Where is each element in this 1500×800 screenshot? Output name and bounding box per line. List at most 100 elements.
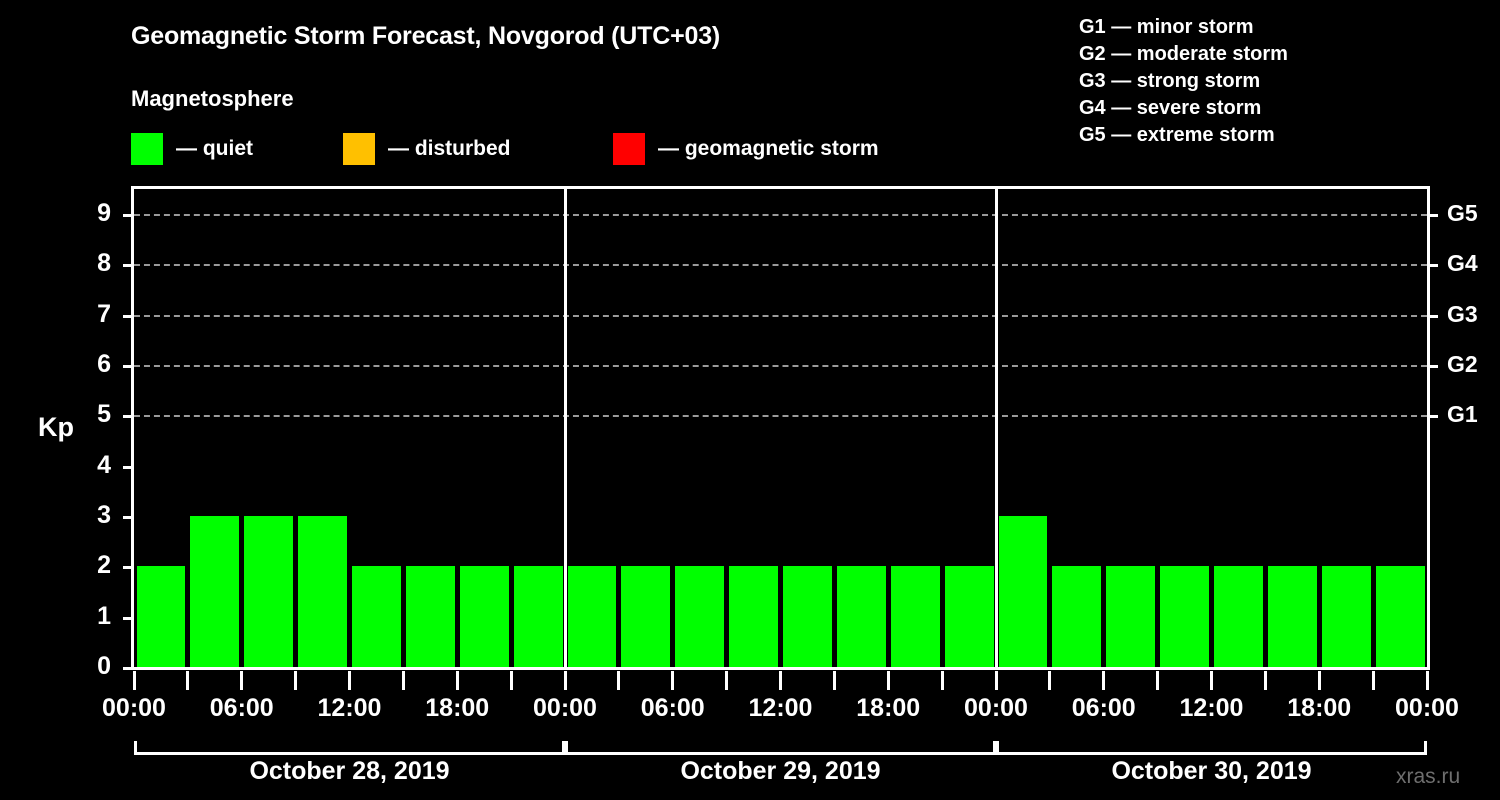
y-tick-7 [123,314,134,318]
gridline-kp-9 [134,214,1427,217]
day-divider [563,189,567,667]
x-tick [563,671,567,690]
y-axis-title: Kp [38,412,74,442]
y-axis-label: 8 [97,249,111,278]
bar [190,516,240,667]
date-label: October 28, 2019 [249,757,450,785]
x-tick [832,671,836,690]
bar [836,566,886,667]
x-tick [240,671,244,690]
bar [1052,566,1102,667]
bar [136,566,186,667]
g-tick-G4 [1427,264,1438,268]
x-tick [132,671,136,690]
y-tick-0 [123,667,134,670]
day-divider [994,189,998,667]
bar [405,566,455,667]
x-tick [1156,671,1160,690]
x-tick [1317,671,1321,690]
plot-area [123,186,1438,670]
legend-item-geomagnetic-storm: — geomagnetic storm [613,131,879,167]
g-scale-item-4: G4 — severe storm [1079,97,1262,119]
bar [1214,566,1263,667]
y-tick-3 [123,516,134,520]
y-tick-8 [123,264,134,268]
g-tick-G1 [1427,415,1438,419]
bar [621,566,671,667]
date-bracket [134,741,565,755]
x-axis-label: 12:00 [748,694,813,722]
bar [1267,566,1317,667]
gridline-kp-5 [134,415,1427,418]
y-axis-label: 3 [97,501,111,530]
y-axis-label: 1 [97,601,111,630]
x-axis-label: 12:00 [317,694,382,722]
legend-swatch-disturbed [343,133,375,165]
bar [567,566,617,667]
bar [1106,566,1156,667]
g-axis-label: G4 [1447,250,1478,277]
x-tick [509,671,513,690]
y-axis-label: 2 [97,551,111,580]
date-bracket [996,741,1427,755]
legend-label: — disturbed [388,137,511,160]
bar [1375,566,1425,667]
bar [459,566,509,667]
x-tick [886,671,890,690]
x-tick [725,671,729,690]
y-tick-5 [123,415,134,419]
bar [729,566,778,667]
x-axis-label: 06:00 [1071,694,1136,722]
x-axis-label: 06:00 [640,694,705,722]
x-axis-label: 18:00 [1287,694,1352,722]
bar [783,566,832,667]
gridline-kp-8 [134,264,1427,267]
g-axis-label: G5 [1447,200,1478,227]
legend-label: — geomagnetic storm [658,137,879,160]
x-axis-label: 18:00 [856,694,921,722]
legend-swatch-geomagnetic-storm [613,133,645,165]
y-axis-label: 6 [97,350,111,379]
x-axis-label: 00:00 [1395,694,1459,722]
x-tick [940,671,944,690]
y-axis-label: 5 [97,400,111,429]
gridline-kp-7 [134,314,1427,317]
x-axis-label: 00:00 [102,694,166,722]
x-tick [1425,671,1429,690]
legend-item-disturbed: — disturbed [343,131,511,167]
legend-item-quiet: — quiet [131,131,253,167]
x-axis-label: 00:00 [964,694,1028,722]
y-axis-label: 0 [97,652,111,680]
bar [513,566,563,667]
x-axis-label: 00:00 [533,694,597,722]
x-tick [455,671,459,690]
date-label: October 30, 2019 [1111,757,1312,785]
bar [352,566,401,667]
g-tick-G3 [1427,314,1438,318]
date-label: October 29, 2019 [680,757,881,785]
x-tick [671,671,675,690]
g-scale-item-5: G5 — extreme storm [1079,124,1275,146]
x-tick [1210,671,1213,690]
x-tick [1102,671,1106,690]
page-title: Geomagnetic Storm Forecast, Novgorod (UT… [131,22,721,50]
g-scale-item-1: G1 — minor storm [1079,16,1254,38]
bar [244,516,294,667]
g-scale-item-2: G2 — moderate storm [1079,43,1288,65]
y-tick-4 [123,465,134,469]
x-tick [994,671,998,690]
watermark: xras.ru [1396,765,1461,788]
g-axis-label: G2 [1447,351,1478,378]
x-tick [1263,671,1267,690]
g-axis-label: G3 [1447,300,1478,327]
x-axis-label: 06:00 [209,694,274,722]
x-tick [617,671,621,690]
y-axis-label: 4 [97,450,111,479]
gridline-kp-6 [134,365,1427,368]
y-tick-9 [123,214,134,218]
plot-inner [123,189,1438,670]
y-tick-6 [123,365,134,369]
x-tick [348,671,351,690]
g-axis-label: G1 [1447,401,1478,428]
